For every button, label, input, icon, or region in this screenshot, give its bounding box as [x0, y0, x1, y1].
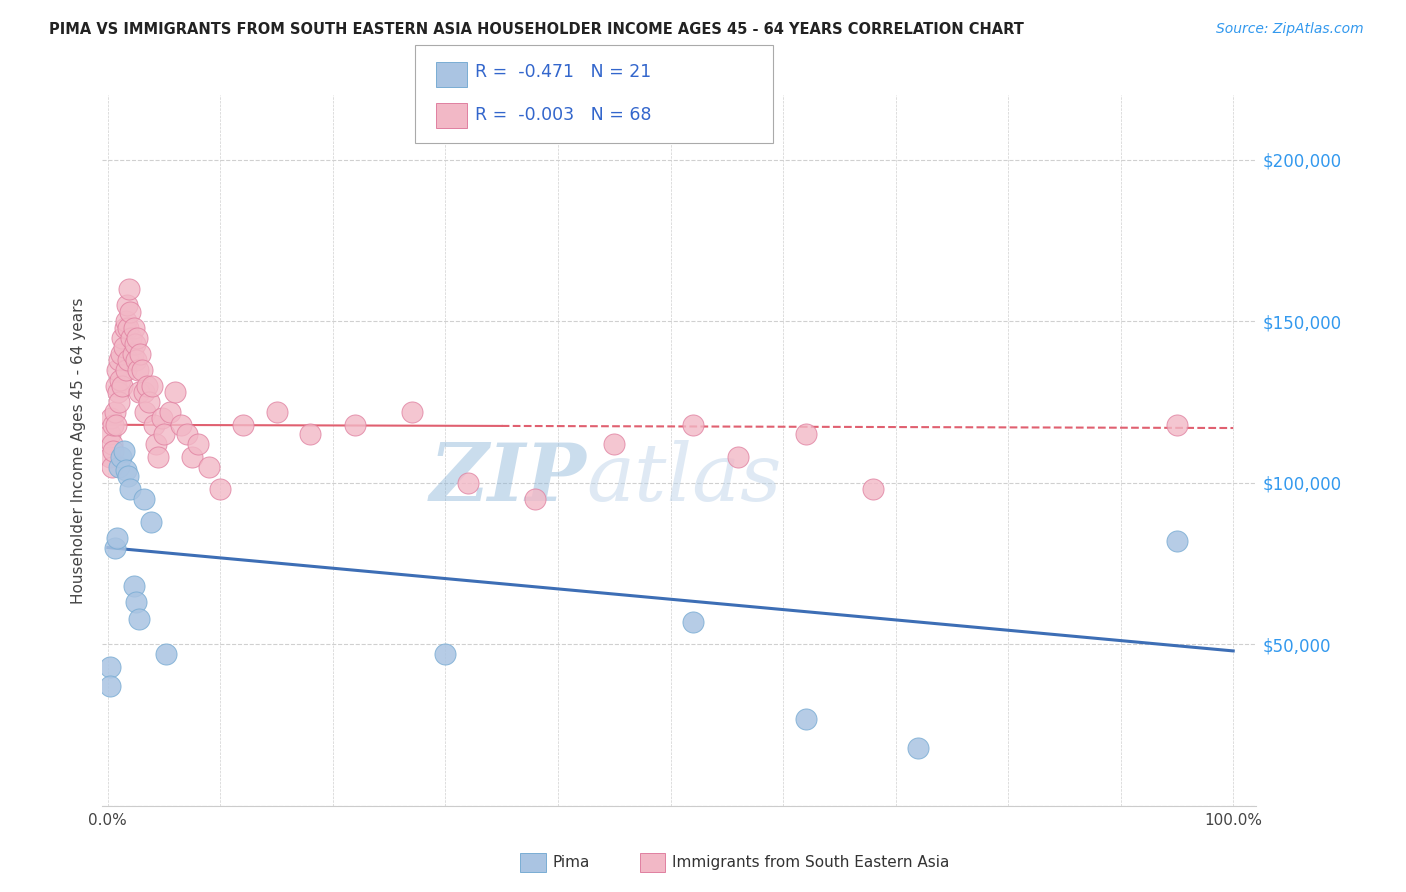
Point: [145, 437, 167, 451]
Point: [143, 417, 166, 432]
Text: PIMA VS IMMIGRANTS FROM SOUTH EASTERN ASIA HOUSEHOLDER INCOME AGES 45 - 64 YEARS: PIMA VS IMMIGRANTS FROM SOUTH EASTERN AS…: [49, 22, 1024, 37]
Point: [603, 437, 626, 451]
Point: [209, 483, 232, 497]
Point: [111, 379, 134, 393]
Point: [101, 459, 124, 474]
Point: [682, 417, 704, 432]
Point: [125, 353, 148, 368]
Point: [165, 385, 187, 400]
Text: Source: ZipAtlas.com: Source: ZipAtlas.com: [1216, 22, 1364, 37]
Point: [155, 647, 177, 661]
Point: [115, 298, 138, 312]
Point: [299, 427, 322, 442]
Point: [727, 450, 749, 464]
Point: [121, 330, 143, 344]
Point: [266, 405, 288, 419]
Point: [128, 385, 150, 400]
Point: [401, 405, 423, 419]
Point: [110, 373, 132, 387]
Point: [138, 395, 160, 409]
Point: [120, 483, 142, 497]
Text: atlas: atlas: [586, 441, 782, 518]
Point: [103, 417, 125, 432]
Text: Immigrants from South Eastern Asia: Immigrants from South Eastern Asia: [672, 855, 949, 870]
Point: [108, 353, 131, 368]
Point: [108, 395, 131, 409]
Text: R =  -0.471   N = 21: R = -0.471 N = 21: [475, 63, 651, 81]
Point: [457, 475, 479, 490]
Point: [141, 379, 163, 393]
Point: [128, 612, 150, 626]
Point: [124, 337, 146, 351]
Y-axis label: Householder Income Ages 45 - 64 years: Householder Income Ages 45 - 64 years: [72, 297, 86, 604]
Point: [98, 680, 121, 694]
Point: [101, 437, 124, 451]
Point: [127, 363, 149, 377]
Point: [104, 379, 127, 393]
Point: [98, 427, 121, 442]
Point: [232, 417, 254, 432]
Point: [104, 405, 127, 419]
Point: [153, 427, 176, 442]
Point: [134, 405, 156, 419]
Point: [114, 321, 136, 335]
Text: ZIP: ZIP: [430, 441, 586, 518]
Point: [115, 363, 138, 377]
Point: [122, 579, 145, 593]
Point: [198, 459, 221, 474]
Point: [129, 347, 152, 361]
Point: [132, 492, 155, 507]
Point: [110, 347, 132, 361]
Point: [105, 531, 128, 545]
Point: [103, 443, 125, 458]
Text: Pima: Pima: [553, 855, 591, 870]
Point: [104, 541, 127, 555]
Point: [127, 330, 149, 344]
Point: [1166, 417, 1188, 432]
Point: [117, 321, 139, 335]
Point: [136, 379, 159, 393]
Point: [181, 450, 204, 464]
Point: [148, 450, 170, 464]
Point: [115, 314, 138, 328]
Point: [115, 463, 138, 477]
Point: [132, 385, 155, 400]
Point: [907, 740, 929, 755]
Point: [682, 615, 704, 629]
Point: [434, 647, 457, 661]
Point: [131, 363, 153, 377]
Point: [524, 492, 547, 507]
Point: [1166, 534, 1188, 549]
Point: [794, 427, 817, 442]
Point: [104, 417, 127, 432]
Point: [100, 411, 122, 425]
Point: [120, 304, 142, 318]
Point: [176, 427, 198, 442]
Point: [344, 417, 367, 432]
Point: [110, 450, 132, 464]
Point: [117, 469, 139, 483]
Point: [117, 353, 139, 368]
Point: [111, 330, 134, 344]
Point: [107, 385, 129, 400]
Point: [112, 443, 135, 458]
Point: [108, 459, 131, 474]
Text: R =  -0.003   N = 68: R = -0.003 N = 68: [475, 106, 652, 124]
Point: [118, 282, 141, 296]
Point: [159, 405, 181, 419]
Point: [187, 437, 209, 451]
Point: [98, 660, 121, 674]
Point: [862, 483, 884, 497]
Point: [121, 347, 143, 361]
Point: [125, 595, 148, 609]
Point: [170, 417, 193, 432]
Point: [98, 450, 121, 464]
Point: [150, 411, 173, 425]
Point: [122, 321, 145, 335]
Point: [105, 363, 128, 377]
Point: [794, 712, 817, 726]
Point: [112, 340, 135, 354]
Point: [139, 515, 162, 529]
